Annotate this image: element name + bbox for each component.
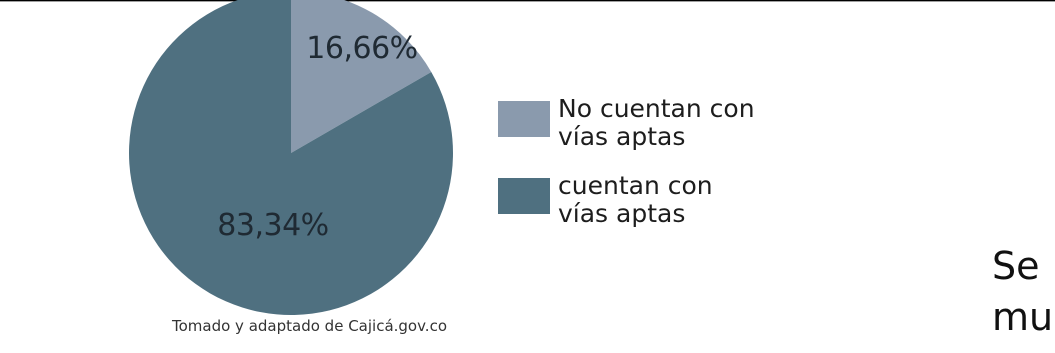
pie-slice-2: [128, 0, 453, 315]
pie-slice-label-1: 16,66%: [306, 31, 417, 66]
body-text-line-1: Se: [992, 244, 1040, 288]
legend-label-1-line-2: vías aptas: [558, 122, 685, 151]
legend-label-2-line-2: vías aptas: [558, 199, 685, 228]
cut-off-body-text: Se mu: [992, 244, 1053, 339]
legend-label-2-line-1: cuentan con: [558, 171, 713, 200]
legend-swatch-1: [498, 101, 550, 137]
pie-slice-1: [291, 0, 432, 153]
pie-chart: 16,66% 83,34%: [128, 0, 453, 315]
pie-slice-label-2: 83,34%: [217, 208, 328, 243]
source-caption: Tomado y adaptado de Cajicá.gov.co: [171, 317, 447, 335]
legend-swatch-2: [498, 178, 550, 214]
body-text-line-2: mu: [992, 295, 1053, 339]
legend-label-1-line-1: No cuentan con: [558, 94, 755, 123]
